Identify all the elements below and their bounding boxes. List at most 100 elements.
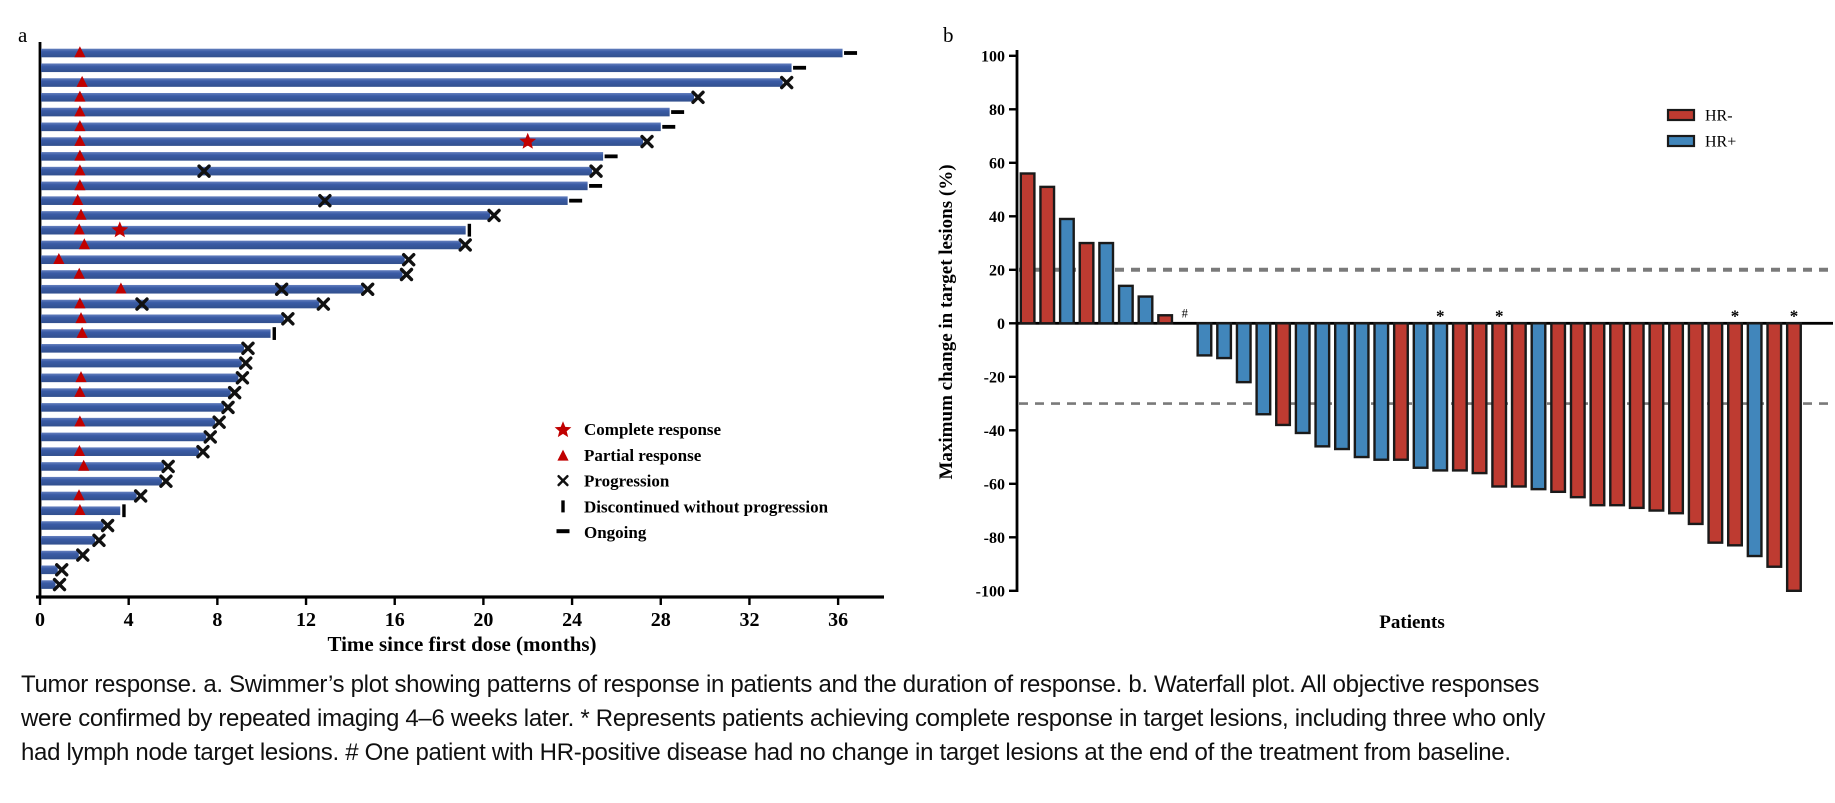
partial-response-marker [74,120,86,132]
waterfall-bar [1098,241,1115,325]
waterfall-y-tick-label: -80 [984,530,1005,547]
discontinued-marker [272,327,276,340]
progression-marker [52,577,67,592]
waterfall-bar [1314,322,1331,448]
waterfall-y-tick-label: -100 [976,583,1005,600]
progression-marker [212,415,226,429]
waterfall-bar [1569,322,1586,499]
progression-marker [281,312,295,326]
swimmer-bar [41,270,403,279]
waterfall-y-tick-label: -40 [984,423,1005,440]
no-change-hash: # [1182,306,1189,320]
waterfall-bar [1589,322,1606,507]
progression-marker [399,267,414,282]
swimmer-x-tick-label: 28 [651,609,671,631]
progression-marker [318,193,332,208]
figure-caption: Tumor response. a. Swimmer’s plot showin… [21,671,1546,766]
waterfall-y-tick [1009,54,1017,57]
ongoing-marker [844,51,858,55]
swimmer-x-tick [127,597,130,605]
swimmer-bar [41,521,104,530]
swimmer-bar [41,462,165,471]
ongoing-marker [662,124,676,129]
swimmer-bar [41,565,58,575]
ongoing-marker [589,183,603,188]
partial-response-marker [115,282,127,294]
swimmer-x-tick-label: 8 [212,609,222,631]
waterfall-bar [1785,322,1802,592]
progression-marker [100,518,115,533]
progression-marker [133,489,148,503]
waterfall-bar [1471,322,1488,475]
ongoing-marker [604,154,618,159]
waterfall-bar [1510,322,1527,488]
progression-marker [159,474,173,488]
partial-response-marker [76,326,88,338]
partial-response-marker [72,193,84,205]
swimmer-bar [41,476,162,486]
swimmer-x-axis [36,595,884,599]
partial-response-marker [75,371,87,383]
legend-b-label: HR+ [1705,134,1736,151]
complete-response-asterisk: * [1731,306,1740,325]
swimmer-bar [41,403,225,412]
swimmer-x-tick [38,597,42,605]
swimmer-x-tick [570,597,574,605]
waterfall-y-tick-label: 80 [989,102,1005,119]
progression-marker [55,563,69,577]
swimmer-x-tick [748,597,751,605]
progression-marker [779,75,794,90]
swimmer-bar [41,63,792,73]
progression-marker [235,371,250,385]
ongoing-marker [671,110,685,114]
progression-marker [487,208,501,223]
swimmer-bar [41,358,242,368]
waterfall-bar [1255,322,1272,416]
progression-marker [221,400,235,415]
waterfall-bar [1078,241,1095,325]
progression-marker [401,253,416,267]
swimmer-bar [41,240,462,250]
swimmer-x-axis-title: Time since first dose (months) [327,632,596,656]
legend-a-label: Discontinued without progression [584,497,829,516]
legend-discontinued-icon [561,500,565,513]
swimmer-bar [41,166,593,176]
swimmer-x-tick-label: 4 [124,609,134,631]
swimmer-bar [41,122,661,132]
waterfall-y-axis-title: Maximum change in target lesions (%) [936,164,957,479]
waterfall-bar [1451,322,1468,472]
waterfall-y-tick [1009,161,1017,164]
waterfall-y-tick-label: 100 [981,48,1005,65]
legend-a-label: Progression [584,472,670,491]
waterfall-y-tick-label: 0 [997,316,1005,333]
waterfall-y-tick [1009,589,1017,592]
swimmer-bar [41,107,670,117]
waterfall-bar [1333,322,1350,451]
swimmer-bar [41,432,207,442]
swimmer-x-tick [659,597,662,605]
swimmer-bar [41,329,271,338]
waterfall-bar [1628,322,1645,510]
waterfall-y-tick [1009,429,1017,432]
swimmer-x-tick [304,597,308,605]
waterfall-bar [1235,322,1252,384]
swimmer-x-tick-label: 12 [296,609,316,631]
partial-response-marker [53,253,65,265]
progression-marker [196,444,210,459]
waterfall-bar [1609,322,1626,507]
partial-response-marker [73,489,85,501]
swimmer-bar [41,196,568,205]
ongoing-marker [569,198,583,203]
waterfall-bar [1668,322,1685,515]
partial-response-marker [74,46,86,58]
swimmer-x-tick [393,597,396,605]
swimmer-x-tick [482,597,485,605]
legend-b-label: HR- [1705,108,1733,125]
progression-marker [161,459,175,474]
partial-response-marker [74,179,86,191]
waterfall-bar [1726,322,1743,547]
progression-marker [241,341,255,356]
waterfall-bar [1137,295,1154,325]
waterfall-bar [1687,322,1704,526]
swimmer-bar [41,211,491,220]
